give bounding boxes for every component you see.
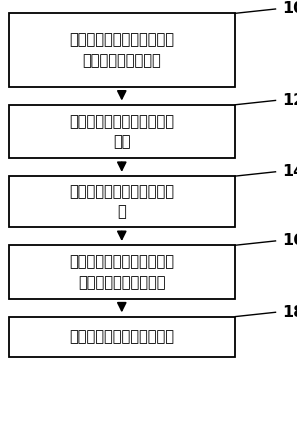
Bar bbox=[9, 105, 235, 158]
Bar bbox=[9, 245, 235, 299]
Text: 16: 16 bbox=[282, 233, 297, 248]
Text: 将混合材料粉末溶于有机溶
剂中: 将混合材料粉末溶于有机溶 剂中 bbox=[69, 114, 174, 149]
Text: 混合微米钛酸钡、纳米钛酸
锶和聚偏氟乙烯粉末: 混合微米钛酸钡、纳米钛酸 锶和聚偏氟乙烯粉末 bbox=[69, 33, 174, 68]
Bar bbox=[9, 13, 235, 87]
Text: 18: 18 bbox=[282, 305, 297, 320]
Text: 12: 12 bbox=[282, 93, 297, 108]
Text: 14: 14 bbox=[282, 164, 297, 179]
Text: 将有机混合溶液在玻璃板上
流延刮膜，获得平板膜: 将有机混合溶液在玻璃板上 流延刮膜，获得平板膜 bbox=[69, 254, 174, 290]
Bar bbox=[9, 176, 235, 227]
Bar bbox=[9, 317, 235, 357]
Text: 将有机混合溶液真空静置脱
泡: 将有机混合溶液真空静置脱 泡 bbox=[69, 184, 174, 219]
Text: 加热平板膜使有机溶剂挥发: 加热平板膜使有机溶剂挥发 bbox=[69, 329, 174, 344]
Text: 10: 10 bbox=[282, 1, 297, 17]
